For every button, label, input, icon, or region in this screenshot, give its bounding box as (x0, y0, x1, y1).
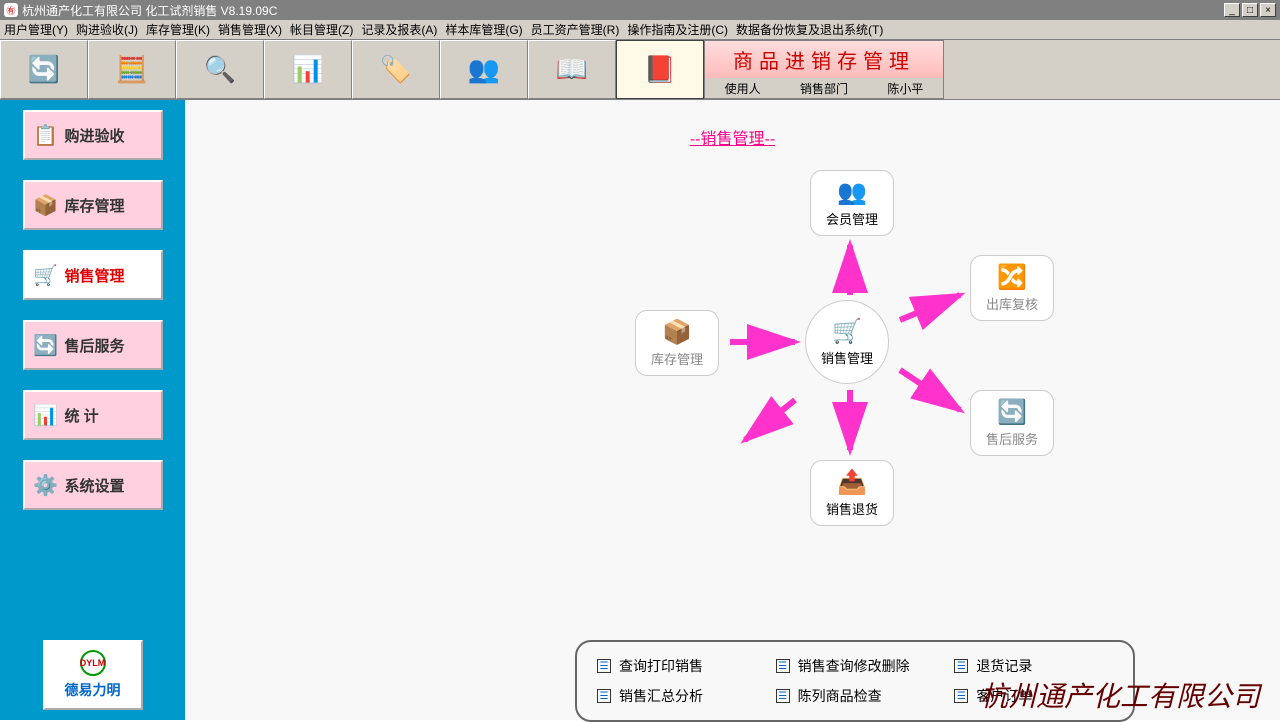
sidebar-item-stock[interactable]: 📦 库存管理 (23, 180, 163, 230)
bottom-label: 销售查询修改删除 (798, 656, 910, 676)
node-member[interactable]: 👥 会员管理 (810, 170, 894, 236)
refresh-icon: 🔄 (28, 54, 60, 86)
toolbar-button-8[interactable]: 📕 (616, 40, 704, 99)
app-icon: ㊒ (4, 3, 18, 17)
sidebar-item-settings[interactable]: ⚙️ 系统设置 (23, 460, 163, 510)
list-icon: ☰ (597, 689, 611, 703)
menu-item[interactable]: 数据备份恢复及退出系统(T) (736, 21, 883, 38)
sidebar-item-label: 购进验收 (65, 125, 125, 146)
node-label: 出库复核 (986, 294, 1038, 313)
user-label: 使用人 (725, 80, 761, 97)
toolbar: 🔄 🧮 🔍 📊 🏷️ 👥 📖 📕 商品进销存管理 使用人 销售部门 陈小平 (0, 40, 1280, 100)
toolbar-button-7[interactable]: 📖 (528, 40, 616, 99)
arrows-icon: 🔀 (997, 263, 1027, 292)
stats-icon: 📊 (33, 402, 59, 428)
company-name: 杭州通产化工有限公司 (980, 675, 1260, 715)
sidebar-item-after[interactable]: 🔄 售后服务 (23, 320, 163, 370)
after-icon: 🔄 (33, 332, 59, 358)
node-label: 销售管理 (821, 348, 873, 367)
menu-item[interactable]: 库存管理(K) (146, 21, 210, 38)
list-icon: ☰ (776, 659, 790, 673)
bottom-item[interactable]: ☰ 销售查询修改删除 (776, 656, 935, 676)
diagram-arrows (185, 100, 1280, 720)
toolbar-button-1[interactable]: 🔄 (0, 40, 88, 99)
user-dept: 销售部门 (800, 80, 848, 97)
node-return[interactable]: 📤 销售退货 (810, 460, 894, 526)
menu-item[interactable]: 用户管理(Y) (4, 21, 68, 38)
list-icon: ☰ (954, 659, 968, 673)
bottom-item[interactable]: ☰ 查询打印销售 (597, 656, 756, 676)
user-name: 陈小平 (887, 80, 923, 97)
sidebar-item-purchase[interactable]: 📋 购进验收 (23, 110, 163, 160)
bottom-item[interactable]: ☰ 陈列商品检查 (776, 686, 935, 706)
section-title: --销售管理-- (690, 125, 775, 149)
logo-icon: DYLM (80, 650, 106, 676)
cart-icon: 🛒 (832, 317, 862, 346)
bottom-item[interactable]: ☰ 销售汇总分析 (597, 686, 756, 706)
toolbar-button-3[interactable]: 🔍 (176, 40, 264, 99)
sidebar-item-label: 系统设置 (65, 475, 125, 496)
member-icon: 👥 (837, 178, 867, 207)
list-icon: ☰ (597, 659, 611, 673)
node-label: 销售退货 (826, 499, 878, 518)
bottom-label: 查询打印销售 (619, 656, 703, 676)
gear-icon: ⚙️ (33, 472, 59, 498)
bottom-label: 销售汇总分析 (619, 686, 703, 706)
bottom-label: 退货记录 (976, 656, 1032, 676)
refresh-icon: 🔄 (997, 398, 1027, 427)
brand-title: 商品进销存管理 (705, 41, 943, 78)
menu-item[interactable]: 操作指南及注册(C) (627, 21, 728, 38)
bottom-item[interactable]: ☰ 退货记录 (954, 656, 1113, 676)
node-label: 售后服务 (986, 429, 1038, 448)
list-icon: ☰ (776, 689, 790, 703)
logo-text: 德易力明 (65, 680, 121, 700)
node-after[interactable]: 🔄 售后服务 (970, 390, 1054, 456)
calc-icon: 🧮 (116, 54, 148, 86)
bottom-label: 陈列商品检查 (798, 686, 882, 706)
sidebar-item-sale[interactable]: 🛒 销售管理 (23, 250, 163, 300)
toolbar-button-6[interactable]: 👥 (440, 40, 528, 99)
node-sale[interactable]: 🛒 销售管理 (805, 300, 889, 384)
window-title: 杭州通产化工有限公司 化工试剂销售 V8.19.09C (22, 2, 277, 19)
cart-icon: 🛒 (33, 262, 59, 288)
menubar: 用户管理(Y) 购进验收(J) 库存管理(K) 销售管理(X) 帐目管理(Z) … (0, 20, 1280, 40)
logo-box: DYLM 德易力明 (43, 640, 143, 710)
stock-icon: 📦 (33, 192, 59, 218)
brand-panel: 商品进销存管理 使用人 销售部门 陈小平 (704, 40, 944, 99)
menu-item[interactable]: 记录及报表(A) (361, 21, 437, 38)
sidebar-item-label: 统 计 (65, 405, 99, 426)
menu-item[interactable]: 销售管理(X) (218, 21, 282, 38)
purchase-icon: 📋 (33, 122, 59, 148)
sidebar-item-label: 销售管理 (65, 265, 125, 286)
exit-icon: 📕 (644, 54, 676, 86)
menu-item[interactable]: 帐目管理(Z) (290, 21, 353, 38)
toolbar-button-2[interactable]: 🧮 (88, 40, 176, 99)
tag-icon: 🏷️ (380, 54, 412, 86)
node-label: 库存管理 (651, 349, 703, 368)
close-button[interactable]: × (1260, 3, 1276, 17)
toolbar-button-5[interactable]: 🏷️ (352, 40, 440, 99)
menu-item[interactable]: 员工资产管理(R) (531, 21, 620, 38)
toolbar-button-4[interactable]: 📊 (264, 40, 352, 99)
users-icon: 👥 (468, 54, 500, 86)
node-stock[interactable]: 📦 库存管理 (635, 310, 719, 376)
list-icon: ☰ (954, 689, 968, 703)
node-check[interactable]: 🔀 出库复核 (970, 255, 1054, 321)
maximize-button[interactable]: □ (1242, 3, 1258, 17)
box-icon: 📦 (662, 318, 692, 347)
node-label: 会员管理 (826, 209, 878, 228)
sidebar: 📋 购进验收 📦 库存管理 🛒 销售管理 🔄 售后服务 📊 统 计 ⚙️ 系统设置 DYLM… (0, 100, 185, 720)
titlebar: ㊒ 杭州通产化工有限公司 化工试剂销售 V8.19.09C _ □ × (0, 0, 1280, 20)
book-icon: 📖 (556, 54, 588, 86)
minimize-button[interactable]: _ (1224, 3, 1240, 17)
sidebar-item-label: 售后服务 (65, 335, 125, 356)
excel-icon: 📊 (292, 54, 324, 86)
sidebar-item-label: 库存管理 (65, 195, 125, 216)
search-icon: 🔍 (204, 54, 236, 86)
content-area: --销售管理-- 👥 会员管理 📦 库存管理 🛒 销售管理 🔀 出库复核 🔄 售后服务 📤… (185, 100, 1280, 720)
sidebar-item-stats[interactable]: 📊 统 计 (23, 390, 163, 440)
menu-item[interactable]: 购进验收(J) (76, 21, 138, 38)
menu-item[interactable]: 样本库管理(G) (445, 21, 522, 38)
return-icon: 📤 (837, 468, 867, 497)
